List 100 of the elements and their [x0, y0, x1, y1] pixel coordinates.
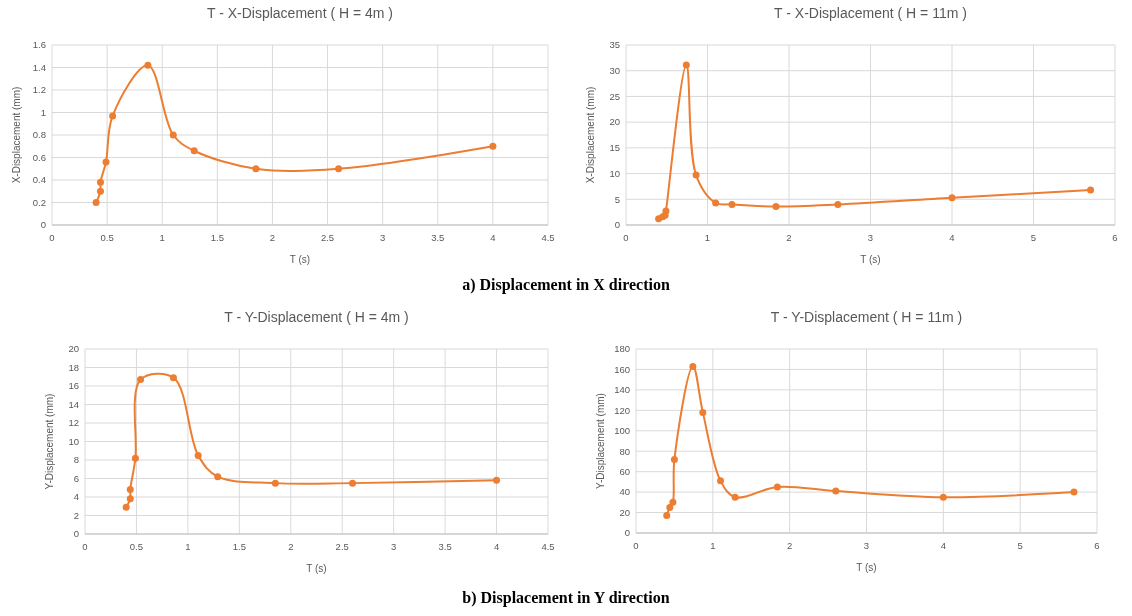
- x-tick-label: 6: [1112, 232, 1118, 243]
- y-axis-title: X-Displacement (mm): [585, 86, 596, 184]
- point: [131, 454, 139, 462]
- x-tick-label: 3: [863, 540, 870, 551]
- y-tick-label: 0: [40, 219, 46, 231]
- y-tick-label: 20: [619, 506, 630, 518]
- x-tick-label: 3: [867, 232, 874, 243]
- y-tick-label: 10: [68, 435, 79, 447]
- point: [190, 147, 198, 155]
- point: [126, 495, 134, 503]
- point: [834, 200, 842, 208]
- point: [948, 194, 956, 202]
- x-tick-label: 4.5: [541, 232, 555, 243]
- y-tick-label: 1.6: [32, 39, 46, 51]
- y-tick-label: 18: [68, 361, 79, 373]
- y-tick-label: 14: [68, 398, 79, 410]
- point: [493, 476, 501, 484]
- y-tick-label: 35: [609, 39, 620, 51]
- text: a) Displacement in X direction: [462, 276, 670, 294]
- x-tick-label: 2: [269, 232, 276, 243]
- point: [689, 362, 697, 370]
- point: [252, 165, 260, 173]
- point: [169, 131, 177, 139]
- x-tick-label: 4.5: [541, 541, 555, 552]
- y-tick-label: 0: [73, 528, 79, 540]
- point: [699, 408, 707, 416]
- point: [682, 61, 690, 69]
- point: [832, 487, 840, 495]
- point: [731, 493, 739, 501]
- point: [122, 503, 130, 511]
- y-tick-label: 10: [609, 167, 620, 179]
- y-tick-label: 60: [619, 465, 630, 477]
- y-tick-label: 0.8: [32, 129, 46, 141]
- y-tick-label: 25: [609, 90, 620, 102]
- point: [97, 178, 104, 186]
- text: b) Displacement in Y direction: [462, 589, 670, 607]
- x-tick-label: 3.5: [431, 232, 445, 243]
- y-tick-label: 140: [614, 384, 630, 396]
- chart-title: T - X-Displacement ( H = 11m ): [774, 5, 967, 21]
- y-tick-label: 2: [73, 509, 79, 521]
- y-tick-label: 8: [73, 454, 79, 466]
- point: [271, 479, 279, 487]
- y-axis-title: X-Displacement (mm): [11, 86, 22, 184]
- x-tick-label: 4: [490, 232, 496, 243]
- point: [666, 503, 674, 511]
- x-tick-label: 1.5: [232, 541, 246, 552]
- x-tick-label: 1.5: [210, 232, 224, 243]
- y-tick-label: 30: [609, 65, 620, 77]
- x-tick-label: 0: [633, 540, 639, 551]
- point: [663, 512, 671, 520]
- x-tick-label: 2: [288, 541, 294, 552]
- x-tick-label: 0.5: [129, 541, 144, 552]
- x-tick-label: 5: [1017, 540, 1023, 551]
- x-tick-label: 4: [940, 540, 946, 551]
- point: [102, 158, 110, 166]
- y-tick-label: 80: [619, 445, 630, 457]
- y-tick-label: 0: [614, 219, 620, 231]
- x-tick-label: 3.5: [438, 541, 452, 552]
- x-axis-title: T (s): [860, 254, 881, 265]
- x-tick-label: 1: [704, 232, 711, 243]
- y-tick-label: 1.2: [32, 84, 46, 96]
- point: [669, 498, 677, 506]
- point: [772, 202, 780, 210]
- point: [137, 376, 145, 384]
- y-tick-label: 0.6: [32, 151, 46, 163]
- y-tick-label: 1: [40, 106, 46, 118]
- x-tick-label: 3: [380, 232, 386, 243]
- x-tick-label: 0.5: [100, 232, 114, 243]
- point: [97, 187, 104, 195]
- x-axis-title: T (s): [306, 563, 327, 574]
- x-axis-title: T (s): [856, 562, 877, 573]
- y-tick-label: 12: [68, 417, 79, 429]
- point: [489, 142, 497, 150]
- y-axis-title: Y-Displacement (mm): [44, 393, 55, 490]
- point: [1087, 186, 1095, 194]
- chart-title: T - X-Displacement ( H = 4m ): [206, 5, 394, 21]
- point: [712, 199, 720, 207]
- x-tick-label: 3: [391, 541, 397, 552]
- y-tick-label: 20: [68, 343, 79, 355]
- point: [1070, 488, 1078, 496]
- x-tick-label: 1: [185, 541, 191, 552]
- y-tick-label: 16: [68, 380, 79, 392]
- y-tick-label: 6: [73, 472, 79, 484]
- x-tick-label: 2: [786, 232, 792, 243]
- point: [670, 455, 678, 463]
- y-tick-label: 100: [614, 425, 630, 437]
- x-tick-label: 0: [49, 232, 55, 243]
- chart-title: T - Y-Displacement ( H = 4m ): [224, 309, 409, 325]
- y-tick-label: 0: [624, 527, 630, 539]
- y-tick-label: 4: [73, 491, 79, 503]
- point: [109, 112, 117, 120]
- x-tick-label: 4: [949, 232, 955, 243]
- x-tick-label: 2.5: [335, 541, 349, 552]
- x-tick-label: 5: [1030, 232, 1037, 243]
- x-tick-label: 1: [159, 232, 165, 243]
- x-tick-label: 6: [1094, 540, 1100, 551]
- chart-title: T - Y-Displacement ( H = 11m ): [770, 309, 963, 325]
- point: [144, 61, 152, 69]
- x-tick-label: 0: [82, 541, 88, 552]
- x-tick-label: 4: [493, 541, 500, 552]
